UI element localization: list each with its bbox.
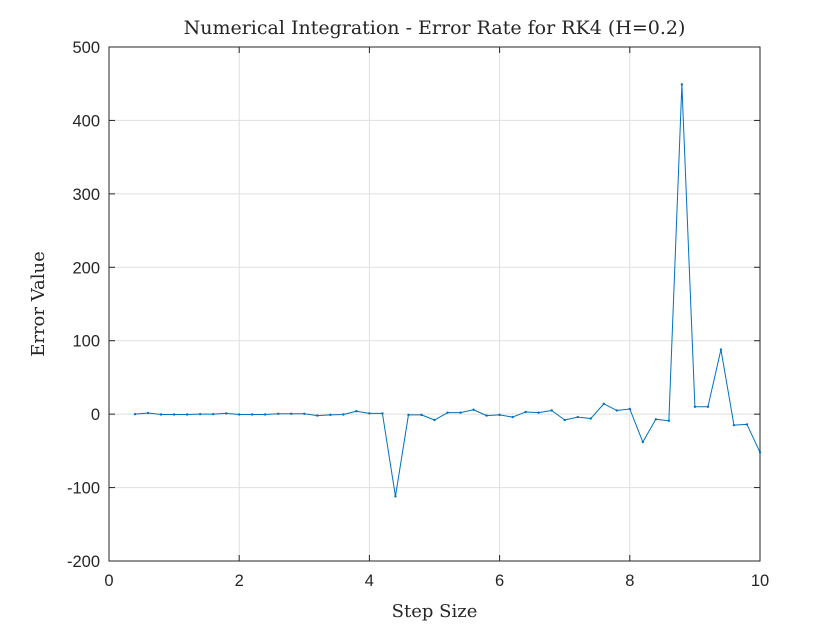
data-point: [185, 413, 189, 416]
series-line: [134, 83, 761, 497]
data-point: [420, 413, 423, 417]
data-point: [342, 413, 345, 416]
data-point: [277, 412, 280, 415]
data-point: [706, 405, 710, 408]
y-tick-label: 100: [72, 333, 100, 351]
data-point: [316, 414, 319, 417]
data-point: [537, 411, 540, 414]
data-point: [355, 410, 358, 413]
y-tick-labels: -200 -100 0 100 200 300 400 500: [67, 39, 100, 571]
y-tick-label: 400: [72, 112, 100, 130]
x-tick-label: 2: [235, 572, 244, 590]
data-point: [251, 413, 254, 416]
x-tick-label: 8: [625, 572, 634, 590]
x-axis-label: Step Size: [392, 601, 478, 622]
data-point: [602, 402, 605, 406]
y-tick-label: -200: [67, 553, 100, 571]
data-point: [290, 412, 293, 415]
data-point: [238, 413, 241, 416]
x-tick-label: 6: [495, 572, 504, 590]
axis-ticks: [108, 46, 761, 562]
data-point: [146, 411, 150, 415]
data-point: [680, 83, 684, 86]
x-tick-label: 10: [751, 572, 769, 590]
data-point: [498, 413, 501, 417]
grid-lines: [108, 46, 761, 562]
chart-title: Numerical Integration - Error Rate for R…: [184, 17, 686, 39]
data-point: [133, 412, 137, 416]
data-point: [576, 415, 579, 419]
data-point: [758, 451, 762, 454]
data-point: [329, 413, 332, 417]
data-point: [303, 412, 306, 415]
data-point: [224, 412, 228, 415]
data-point: [589, 417, 592, 420]
x-tick-label: 4: [365, 572, 374, 590]
data-point: [732, 423, 736, 427]
data-point: [433, 418, 436, 422]
data-point: [511, 415, 514, 419]
data-point: [524, 410, 527, 414]
data-point: [719, 348, 723, 351]
x-tick-label: 0: [104, 572, 113, 590]
data-point: [172, 413, 176, 416]
y-tick-label: 300: [72, 186, 100, 204]
y-axis-label: Error Value: [28, 251, 49, 357]
data-point: [550, 409, 553, 412]
data-point: [615, 409, 618, 412]
y-tick-label: -100: [67, 480, 100, 498]
data-point: [641, 440, 645, 444]
data-point: [563, 418, 566, 422]
data-point: [381, 412, 384, 415]
data-points: [133, 83, 762, 498]
data-point: [159, 413, 163, 416]
data-point: [211, 412, 215, 416]
data-point: [394, 495, 397, 498]
data-point: [485, 414, 488, 417]
data-point: [264, 413, 267, 416]
y-tick-label: 0: [91, 406, 100, 424]
data-point: [745, 423, 749, 426]
data-point: [472, 408, 475, 411]
data-point: [407, 413, 410, 417]
data-point: [693, 405, 697, 408]
data-point: [654, 418, 658, 421]
x-tick-labels: 0 2 4 6 8 10: [104, 572, 769, 590]
data-point: [628, 407, 631, 411]
y-tick-label: 200: [72, 259, 100, 277]
data-point: [667, 419, 671, 422]
data-point: [446, 411, 449, 414]
data-point: [459, 411, 462, 414]
data-point: [198, 412, 202, 416]
data-point: [368, 412, 371, 415]
plot-area-frame: [108, 46, 761, 562]
y-tick-label: 500: [72, 39, 100, 57]
